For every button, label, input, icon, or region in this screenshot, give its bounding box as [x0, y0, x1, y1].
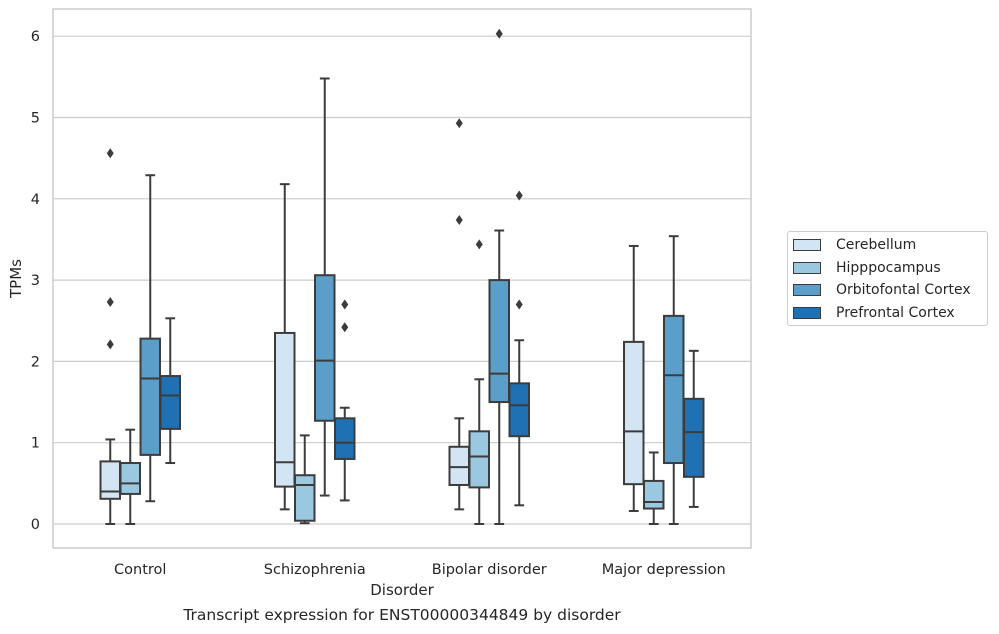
- x-tick-label: Bipolar disorder: [432, 562, 547, 578]
- box: [683, 397, 705, 478]
- box: [314, 274, 336, 422]
- y-tick-label: 5: [31, 111, 40, 127]
- box-0-3: [623, 244, 645, 512]
- box-1-0: [119, 428, 141, 525]
- legend-label: Cerebellum: [836, 237, 917, 253]
- plot-frame: [52, 8, 752, 549]
- legend-item: Prefrontal Cortex: [793, 303, 955, 323]
- legend-item: Hipppocampus: [793, 258, 941, 278]
- legend-label: Hipppocampus: [836, 259, 941, 276]
- legend-item: Orbitofontal Cortex: [793, 280, 971, 300]
- y-tick-labels: 0 1 2 3 4 5 6: [31, 29, 40, 533]
- y-tick-label: 4: [31, 192, 40, 208]
- chart-caption: Transcript expression for ENST0000034484…: [183, 606, 621, 624]
- legend-item: Cerebellum: [793, 235, 916, 255]
- box: [508, 382, 530, 438]
- y-tick-label: 3: [31, 273, 40, 289]
- box-2-1: [314, 77, 336, 497]
- box-3-2: [508, 190, 530, 507]
- outlier-point: [515, 190, 523, 201]
- box-0-1: [274, 183, 296, 511]
- box: [119, 462, 141, 495]
- y-tick-label: 1: [31, 436, 40, 452]
- box-0-2: [448, 118, 470, 511]
- outlier-point: [106, 148, 114, 159]
- x-tick-label: Control: [114, 562, 166, 578]
- box-2-3: [663, 235, 685, 525]
- legend-label: Orbitofontal Cortex: [836, 282, 971, 298]
- box: [139, 337, 161, 456]
- box-1-1: [294, 434, 316, 525]
- box-series: [99, 28, 705, 525]
- outlier-point: [341, 299, 349, 310]
- box-2-0: [139, 174, 161, 503]
- box-1-3: [643, 451, 665, 525]
- box-1-2: [468, 239, 490, 525]
- legend: Cerebellum Hipppocampus Orbitofontal Corte…: [787, 231, 988, 326]
- box: [448, 445, 470, 486]
- outlier-point: [515, 299, 523, 310]
- outlier-point: [455, 214, 463, 225]
- box-3-1: [334, 299, 356, 502]
- box: [643, 479, 665, 510]
- y-tick-label: 6: [31, 29, 40, 45]
- box: [99, 460, 121, 500]
- y-tick-label: 2: [31, 354, 40, 370]
- x-tick-label: Major depression: [602, 562, 726, 578]
- box: [274, 331, 296, 488]
- legend-swatch: [793, 261, 821, 274]
- outlier-point: [475, 239, 483, 250]
- legend-label: Prefrontal Cortex: [836, 304, 955, 321]
- y-tick-label: 0: [31, 517, 40, 533]
- outlier-point: [106, 297, 114, 308]
- box-3-0: [159, 317, 181, 465]
- y-axis-label: TPMs: [7, 259, 25, 299]
- outlier-point: [341, 322, 349, 333]
- x-tick-labels: Control Schizophrenia Bipolar disorder Majo…: [114, 562, 726, 578]
- outlier-point: [455, 118, 463, 129]
- outlier-point: [106, 339, 114, 350]
- legend-swatch: [793, 239, 821, 251]
- box: [294, 474, 316, 522]
- box: [468, 430, 490, 489]
- legend-swatch: [793, 284, 821, 296]
- x-axis-label: Disorder: [370, 581, 434, 599]
- box: [488, 279, 510, 404]
- legend-swatch: [793, 306, 821, 319]
- box: [334, 417, 356, 460]
- box-3-3: [683, 349, 705, 508]
- outlier-point: [495, 28, 503, 39]
- box-2-2: [488, 28, 510, 525]
- box: [623, 340, 645, 486]
- box-0-0: [99, 148, 121, 525]
- box: [159, 375, 181, 430]
- box: [663, 314, 685, 465]
- x-tick-label: Schizophrenia: [264, 562, 366, 578]
